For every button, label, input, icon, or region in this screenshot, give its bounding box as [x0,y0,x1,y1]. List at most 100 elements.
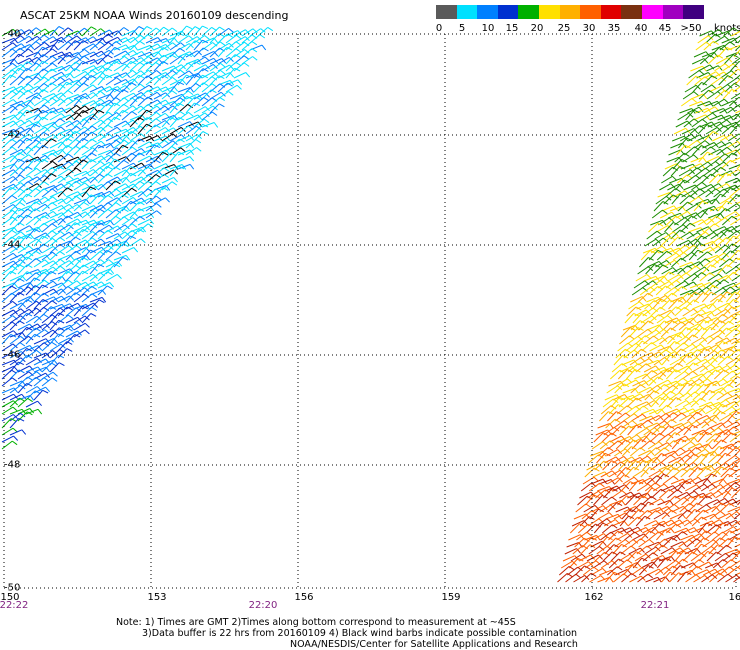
pass-time-label: 22:22 [0,600,29,611]
wind-barb [705,433,722,443]
wind-barb [129,50,147,58]
wind-barb [604,544,620,555]
wind-barb [703,40,719,51]
wind-barb [217,46,233,58]
wind-barb [613,354,629,366]
wind-barb [97,54,113,65]
colorbar-label: 0 [435,23,443,34]
wind-barb [129,117,145,128]
wind-barb [1,229,17,240]
wind-barb [642,400,659,408]
wind-barb [667,519,685,527]
wind-barb [710,478,728,485]
wind-barb [616,559,633,569]
wind-barb [650,371,667,380]
wind-barb [145,43,162,51]
wind-barb [65,302,83,310]
wind-barb [705,369,722,380]
wind-barb [722,306,738,317]
wind-barb [701,264,717,275]
wind-barb [630,538,646,548]
wind-barb [660,454,676,464]
wind-barb [145,118,162,128]
wind-barb [17,104,34,114]
wind-barb [113,256,129,268]
colorbar-segment [436,5,458,19]
wind-barb [670,142,687,149]
wind-barb [721,432,737,443]
wind-barb [571,520,589,527]
wind-barb [9,302,26,310]
wind-barb [599,411,614,422]
wind-barb [129,191,147,198]
wind-barb [646,324,664,331]
wind-barb [711,410,726,422]
wind-barb [665,215,682,226]
wind-barb [9,380,27,387]
wind-barb [97,194,113,205]
wind-barb [632,533,649,541]
wind-barb [217,64,234,72]
wind-barb [25,114,43,121]
wind-barb [690,93,708,100]
wind-barb [693,51,711,58]
wind-barb [89,41,106,51]
wind-barb [9,214,25,226]
wind-barb [121,165,137,177]
wind-barb [113,103,129,114]
wind-barb [185,139,202,149]
wind-barb [722,88,738,100]
wind-barb [690,156,707,163]
wind-barb [598,479,616,485]
wind-barb [17,411,33,422]
wind-barb [1,155,18,163]
wind-barb [575,503,592,513]
wind-barb [688,408,706,415]
wind-barb [700,452,715,464]
wind-barb [33,169,50,177]
wind-barb [33,235,49,247]
wind-barb [631,567,648,576]
wind-barb [672,377,689,387]
wind-barb [121,162,138,170]
wind-barb [717,114,734,121]
wind-barb [137,117,153,128]
wind-barb [113,231,130,240]
wind-barb [1,321,18,331]
wind-barb [25,198,43,205]
wind-barb [145,188,162,198]
wind-barb [732,148,740,156]
wind-barb [57,314,74,324]
wind-barb [81,186,97,198]
pass-time-label: 22:20 [248,600,278,611]
wind-barb [685,508,701,520]
wind-barb [153,75,169,86]
wind-barb [706,91,723,100]
wind-barb [585,494,600,506]
wind-barb [628,480,644,492]
wind-barb [89,222,105,233]
wind-barb [687,106,704,114]
wind-barb [57,107,75,114]
wind-barb [685,291,701,303]
wind-barb [642,459,657,471]
longitude-tick: 159 [441,592,461,603]
wind-barb [657,433,674,443]
wind-barb [97,41,114,51]
wind-barb [1,128,19,135]
wind-barb [600,405,617,415]
wind-barb [41,138,57,149]
wind-barb [690,527,707,534]
wind-barb [593,522,609,534]
wind-barb [690,397,706,408]
wind-barb [665,188,681,198]
wind-barb [708,390,724,401]
colorbar-segment [539,5,561,19]
wind-barb [97,208,114,219]
wind-barb [65,222,81,233]
wind-barb [678,321,695,331]
wind-barb [161,54,177,65]
wind-barb [129,152,145,163]
wind-barb [680,222,696,233]
wind-barb [49,250,65,261]
